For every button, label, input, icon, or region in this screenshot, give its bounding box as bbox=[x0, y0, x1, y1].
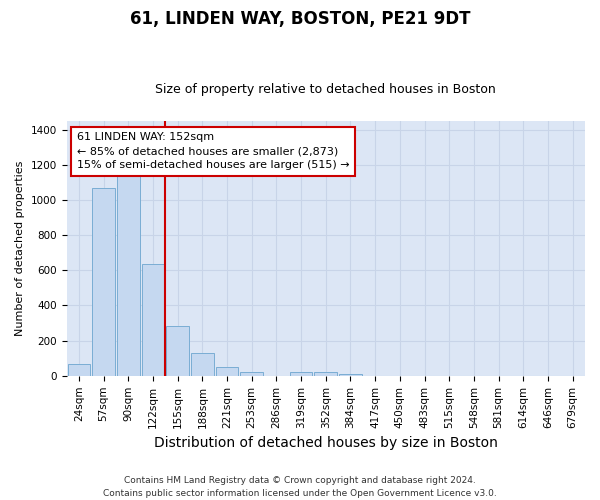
Bar bbox=[68, 364, 90, 376]
Bar bbox=[215, 368, 238, 376]
Bar bbox=[314, 372, 337, 376]
Text: 61 LINDEN WAY: 152sqm
← 85% of detached houses are smaller (2,873)
15% of semi-d: 61 LINDEN WAY: 152sqm ← 85% of detached … bbox=[77, 132, 350, 170]
Bar bbox=[92, 188, 115, 376]
Bar bbox=[339, 374, 362, 376]
Bar bbox=[290, 372, 313, 376]
X-axis label: Distribution of detached houses by size in Boston: Distribution of detached houses by size … bbox=[154, 436, 498, 450]
Text: Contains HM Land Registry data © Crown copyright and database right 2024.
Contai: Contains HM Land Registry data © Crown c… bbox=[103, 476, 497, 498]
Bar bbox=[142, 264, 164, 376]
Text: 61, LINDEN WAY, BOSTON, PE21 9DT: 61, LINDEN WAY, BOSTON, PE21 9DT bbox=[130, 10, 470, 28]
Title: Size of property relative to detached houses in Boston: Size of property relative to detached ho… bbox=[155, 83, 496, 96]
Bar bbox=[191, 353, 214, 376]
Bar bbox=[117, 172, 140, 376]
Bar bbox=[241, 372, 263, 376]
Bar bbox=[166, 326, 189, 376]
Y-axis label: Number of detached properties: Number of detached properties bbox=[15, 160, 25, 336]
